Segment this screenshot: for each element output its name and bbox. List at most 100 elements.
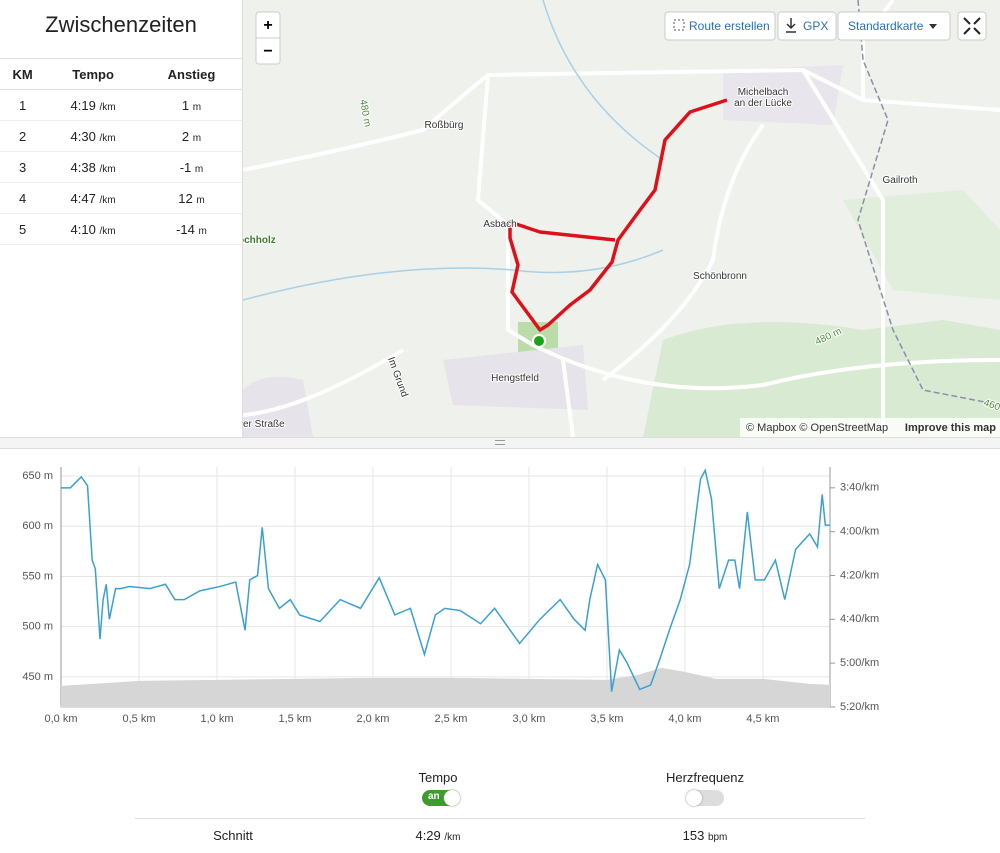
download-icon (786, 18, 796, 33)
km-cell: 3 (0, 151, 46, 183)
pace-line (61, 468, 830, 692)
hr-toggle-label: Herzfrequenz (665, 770, 745, 785)
fullscreen-button[interactable] (957, 11, 987, 41)
y2-tick-label: 4:40/km (840, 613, 879, 625)
climb-cell: -1 m (140, 151, 242, 183)
style-select-label[interactable]: Standardkarte (848, 19, 924, 33)
attribution-bg (740, 418, 1000, 437)
place-label: Asbach (483, 219, 516, 230)
splits-title: Zwischenzeiten (45, 12, 197, 37)
climb: 1 (181, 97, 190, 113)
x-tick-label: 1,0 km (200, 713, 233, 725)
y-tick-label: 600 m (22, 520, 53, 532)
split-row: 5 4:10 /km -14 m (0, 213, 242, 245)
tempo: 4:47 (70, 190, 96, 206)
unit: /km (99, 101, 116, 113)
street-label: er Straße (243, 419, 285, 430)
hr-toggle[interactable] (686, 790, 724, 806)
tempo: 4:30 (70, 128, 96, 144)
forest (643, 320, 1000, 437)
header-row: KM Tempo Anstieg (0, 58, 242, 90)
fullscreen-icon (963, 17, 981, 35)
split-row: 3 4:38 /km -1 m (0, 151, 242, 183)
town (443, 345, 588, 410)
y2-tick-label: 3:40/km (840, 482, 879, 494)
x-tick-label: 3,0 km (512, 713, 545, 725)
route-icon (673, 19, 685, 31)
tempo-cell: 4:38 /km (45, 151, 141, 183)
value: 4:29 (415, 828, 441, 843)
chart: 0,0 km 0,5 km 1,0 km 1,5 km 2,0 km 2,5 km 3,0 … (22, 467, 879, 725)
map[interactable]: Michelbach an der Lücke Roßbürg Gailroth… (243, 0, 1000, 437)
zoom-out[interactable]: − (263, 43, 272, 60)
y2-tick-label: 5:20/km (840, 701, 879, 713)
place-label: Schönbronn (693, 271, 747, 282)
y2-tick-label: 4:00/km (840, 526, 879, 538)
climb-cell: 2 m (140, 120, 242, 152)
tempo: 4:19 (70, 97, 96, 113)
y-tick-label: 500 m (22, 621, 53, 633)
unit: /km (444, 832, 461, 843)
unit: m (192, 132, 202, 144)
column-header: Anstieg (140, 58, 242, 90)
route-button[interactable] (664, 11, 776, 41)
column-header: KM (0, 58, 46, 90)
y-tick-label: 550 m (22, 570, 53, 582)
border (857, 0, 1000, 406)
unit: /km (99, 194, 116, 206)
tempo-toggle[interactable]: an (422, 790, 460, 806)
gpx-button-label[interactable]: GPX (803, 19, 828, 33)
route-button-label[interactable]: Route erstellen (689, 19, 770, 33)
y2-tick-label: 5:00/km (840, 657, 879, 669)
place-label: Michelbach (738, 87, 789, 98)
summary-label: Schnitt (213, 828, 253, 843)
unit: m (192, 101, 202, 113)
tempo-cell: 4:30 /km (45, 120, 141, 152)
summary-tempo: 4:29 /km (388, 828, 488, 843)
x-tick-label: 3,5 km (590, 713, 623, 725)
climb: 2 (181, 128, 190, 144)
toggle-knob (686, 790, 702, 806)
column-header: Tempo (45, 58, 141, 90)
x-tick-label: 4,5 km (746, 713, 779, 725)
x-tick-label: 2,5 km (434, 713, 467, 725)
tempo: 4:38 (70, 159, 96, 175)
tempo: 4:10 (70, 221, 96, 237)
x-tick-label: 4,0 km (668, 713, 701, 725)
route (508, 98, 728, 332)
tempo-cell: 4:47 /km (45, 182, 141, 214)
splits-panel: Zwischenzeiten KM Tempo Anstieg 1 4:19 /km 1 … (0, 0, 243, 437)
y-tick-label: 650 m (22, 470, 53, 482)
place-label: Gailroth (882, 175, 917, 186)
tempo-toggle-label: Tempo (418, 770, 458, 785)
summary-hr: 153 bpm (655, 828, 755, 843)
attribution: © Mapbox © OpenStreetMap (746, 422, 888, 434)
unit: /km (99, 132, 116, 144)
streams (243, 0, 664, 301)
climb: 12 (178, 190, 193, 206)
place-label: ochholz (243, 235, 276, 246)
improve-link[interactable]: Improve this map (905, 422, 996, 434)
x-tick-label: 1,5 km (278, 713, 311, 725)
gpx-button[interactable] (777, 11, 837, 41)
unit: m (196, 194, 205, 206)
start-point (532, 334, 546, 348)
km-cell: 2 (0, 120, 46, 152)
climb: -14 (176, 221, 195, 237)
toggle-knob (444, 790, 460, 806)
km-cell: 1 (0, 89, 46, 121)
climb-cell: 1 m (140, 89, 242, 121)
style-select[interactable] (837, 11, 951, 41)
climb-cell: 12 m (140, 182, 242, 214)
zoom-control: + − (255, 11, 281, 65)
separator (135, 818, 865, 819)
y-tick-label: 450 m (22, 671, 53, 683)
split-row: 2 4:30 /km 2 m (0, 120, 242, 152)
zoom-in[interactable]: + (263, 17, 272, 34)
climb-cell: -14 m (140, 213, 242, 245)
resize-handle[interactable] (495, 440, 505, 445)
unit: /km (99, 225, 116, 237)
resize-bar[interactable] (0, 437, 1000, 449)
